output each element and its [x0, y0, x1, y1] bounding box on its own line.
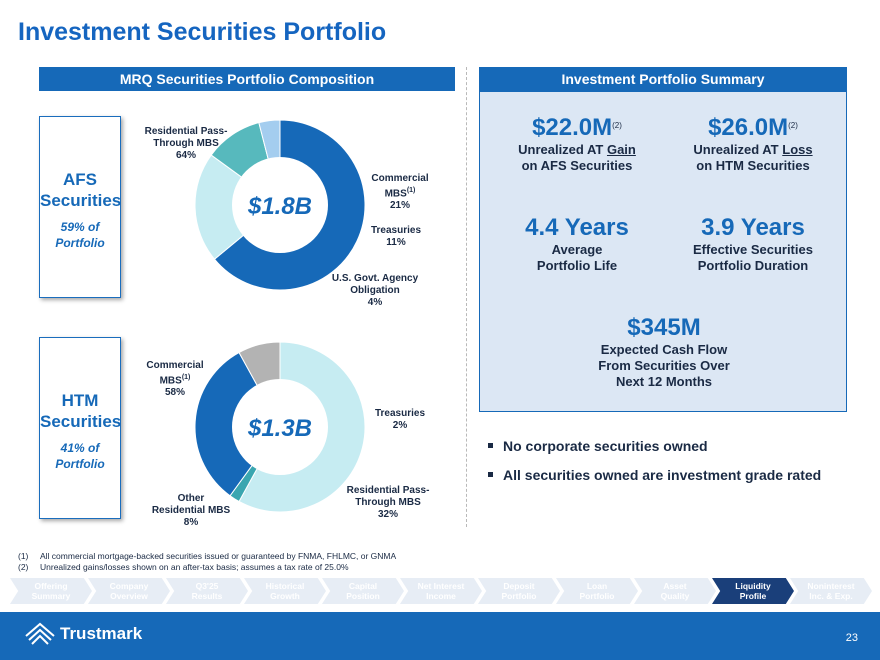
htm-pct-line1: 41% of: [60, 441, 100, 455]
htm-label-commercial: Commercial MBS(1) 58%: [146, 360, 204, 399]
afs-box: AFS Securities 59% of Portfolio: [39, 116, 121, 298]
nav-net-interest-income[interactable]: Net Interest Income: [400, 578, 482, 604]
htm-box: HTM Securities 41% of Portfolio: [39, 337, 121, 519]
htm-donut-hole: [232, 379, 328, 475]
logo-mark-icon: [25, 622, 55, 645]
bullet-icon: [488, 442, 493, 448]
nav-loan-portfolio[interactable]: Loan Portfolio: [556, 578, 638, 604]
afs-label-residential: Residential Pass- Through MBS 64%: [144, 126, 228, 161]
afs-donut-hole: [232, 157, 328, 253]
footnote: (1) All commercial mortgage-backed securi…: [18, 551, 397, 561]
htm-label-treasuries: Treasuries 2%: [374, 408, 426, 431]
metric-portfolio-life: 4.4 Years Average Portfolio Life: [525, 214, 629, 273]
nav-liquidity-profile[interactable]: Liquidity Profile: [712, 578, 794, 604]
section-nav: Offering Summary Company Overview Q3'25 Res…: [0, 578, 880, 604]
nav-offering-summary[interactable]: Offering Summary: [10, 578, 92, 604]
htm-label-residential: Residential Pass- Through MBS 32%: [346, 485, 430, 520]
nav-q3-results[interactable]: Q3'25 Results: [166, 578, 248, 604]
composition-header: MRQ Securities Portfolio Composition: [39, 67, 455, 91]
trustmark-logo: Trustmark: [24, 622, 174, 648]
section-divider: [466, 67, 467, 527]
nav-asset-quality[interactable]: Asset Quality: [634, 578, 716, 604]
bullet-icon: [488, 471, 493, 477]
footnote: (2) Unrealized gains/losses shown on an a…: [18, 562, 349, 572]
afs-label-commercial: Commercial MBS(1) 21%: [371, 173, 429, 212]
page-number: 23: [845, 632, 858, 644]
nav-deposit-portfolio[interactable]: Deposit Portfolio: [478, 578, 560, 604]
metric-cash-flow: $345M Expected Cash Flow From Securities…: [598, 314, 730, 389]
nav-historical-growth[interactable]: Historical Growth: [244, 578, 326, 604]
nav-capital-position[interactable]: Capital Position: [322, 578, 404, 604]
afs-label-agency: U.S. Govt. Agency Obligation 4%: [331, 273, 419, 308]
metric-duration: 3.9 Years Effective Securities Portfolio…: [693, 214, 813, 273]
summary-box: $22.0M(2) Unrealized AT Gain on AFS Secu…: [479, 91, 847, 412]
metric-htm-loss: $26.0M(2) Unrealized AT Loss on HTM Secu…: [693, 114, 813, 173]
page-title: Investment Securities Portfolio: [18, 18, 387, 46]
afs-pct-line2: Portfolio: [55, 236, 105, 250]
bullet-item: No corporate securities owned: [488, 438, 708, 454]
htm-label-other: Other Residential MBS 8%: [151, 493, 231, 528]
afs-center-value: $1.8B: [247, 193, 312, 220]
nav-company-overview[interactable]: Company Overview: [88, 578, 170, 604]
afs-title-line2: Securities: [40, 191, 122, 210]
htm-donut-chart: $1.3B: [195, 342, 365, 512]
htm-title-line2: Securities: [40, 412, 122, 431]
htm-pct-line2: Portfolio: [55, 457, 105, 471]
htm-center-value: $1.3B: [247, 415, 312, 442]
footer-bar: [0, 612, 880, 660]
afs-label-treasuries: Treasuries 11%: [370, 225, 422, 248]
nav-noninterest[interactable]: Noninterest Inc. & Exp.: [790, 578, 872, 604]
afs-pct-line1: 59% of: [60, 220, 100, 234]
bullet-item: All securities owned are investment grad…: [488, 467, 821, 483]
metric-afs-gain: $22.0M(2) Unrealized AT Gain on AFS Secu…: [518, 114, 636, 173]
summary-header: Investment Portfolio Summary: [479, 67, 847, 91]
htm-title-line1: HTM: [61, 391, 99, 410]
afs-title-line1: AFS: [63, 170, 97, 189]
afs-donut-chart: $1.8B: [195, 120, 365, 290]
